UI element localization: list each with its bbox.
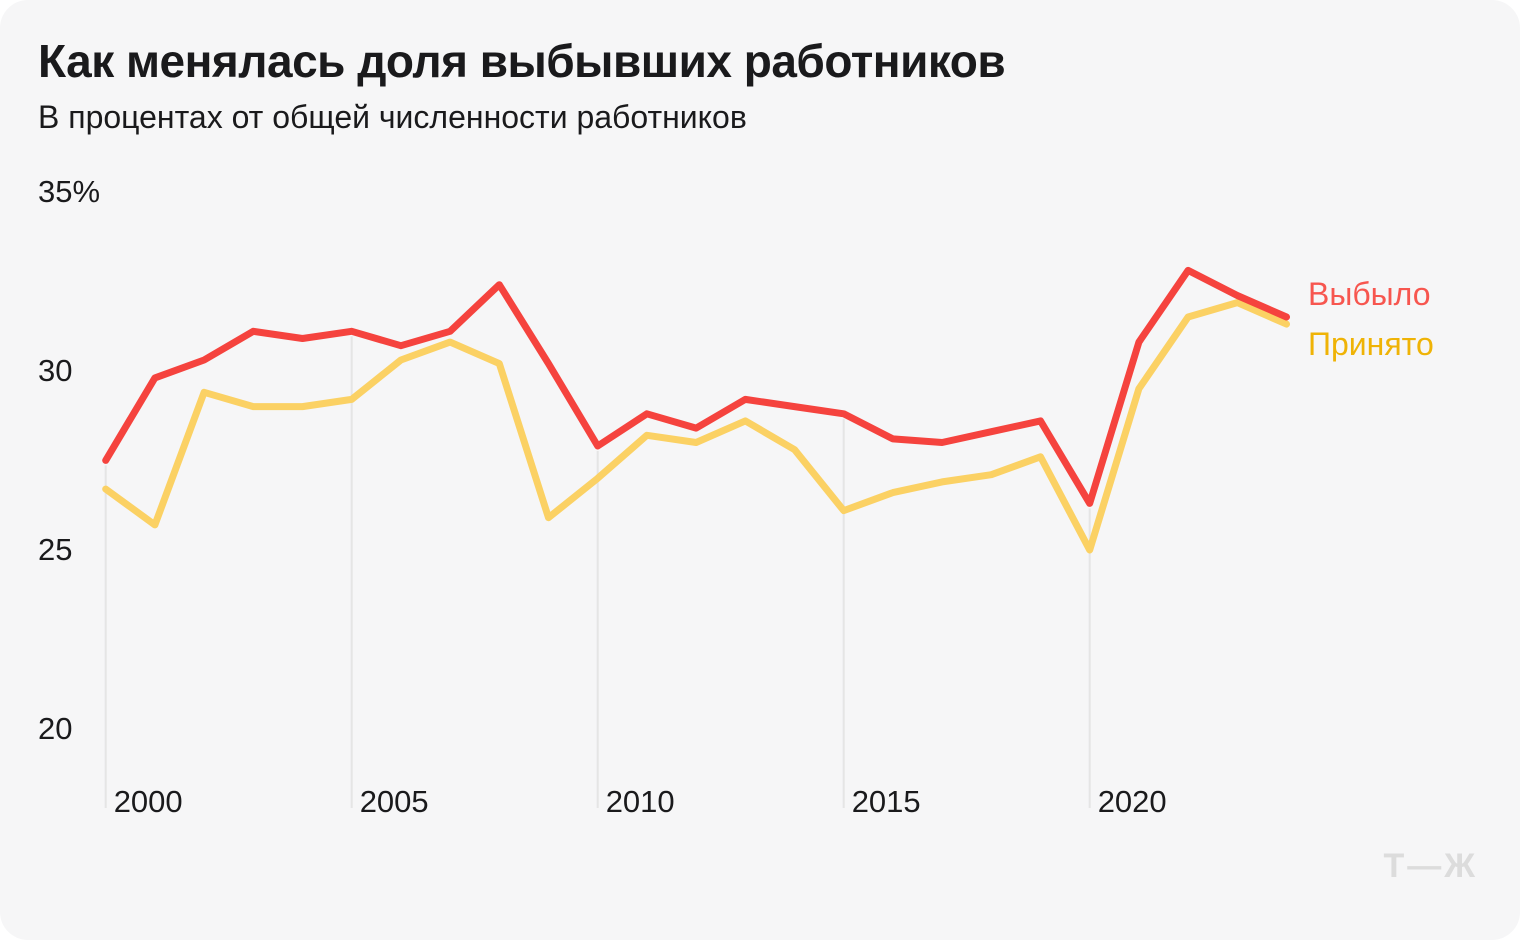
series-line-departed	[102, 266, 1290, 507]
x-tick-label-2010: 2010	[605, 784, 675, 819]
y-tick-label-25: 25	[38, 532, 73, 567]
legend-label-departed: Выбыло	[1308, 276, 1431, 312]
chart-title: Как менялась доля выбывших работников	[38, 35, 1006, 87]
x-tick-label-2015: 2015	[851, 784, 921, 819]
chart-subtitle: В процентах от общей численности работни…	[38, 99, 747, 135]
y-tick-label-30: 30	[38, 352, 73, 388]
x-tick-label-2000: 2000	[113, 784, 183, 819]
y-tick-label-20: 20	[38, 711, 73, 747]
x-tick-label-2020: 2020	[1097, 784, 1167, 819]
y-tick-label-35: 35%	[38, 173, 101, 209]
x-tick-label-2005: 2005	[359, 784, 429, 819]
legend-label-hired: Принято	[1308, 326, 1434, 362]
series-line-hired	[102, 299, 1290, 554]
tj-logo: Т—Ж	[1383, 847, 1478, 885]
